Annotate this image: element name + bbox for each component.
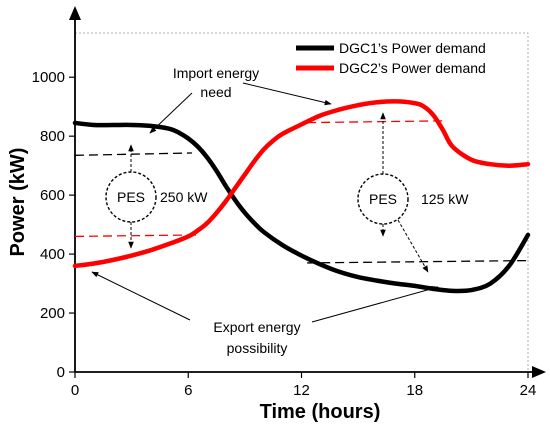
export-arrow-to-dgc1 [311, 285, 439, 323]
x-axis-title: Time (hours) [260, 401, 381, 423]
reference-line-3 [307, 120, 444, 124]
legend: DGC1’s Power demand DGC2’s Power demand [296, 40, 486, 76]
y-tick-label: 200 [40, 305, 65, 322]
reference-line-0 [74, 152, 193, 156]
import-arrow-to-dgc2 [242, 82, 332, 106]
x-tick-label: 12 [293, 382, 310, 399]
series-line-dgc2 [72, 99, 531, 269]
pes-right-value: 125 kW [421, 191, 469, 207]
x-tick-label: 24 [520, 382, 537, 399]
pes-left-label: PES [117, 189, 145, 205]
y-axis-arrowhead [69, 6, 81, 20]
legend-label-dgc1: DGC1’s Power demand [339, 40, 486, 56]
reference-lines [74, 120, 529, 264]
import-annotation-line2: need [200, 84, 231, 100]
export-arrow-to-dgc2 [91, 271, 191, 321]
x-tick-label: 0 [71, 382, 79, 399]
x-axis-arrowhead [532, 366, 546, 378]
y-tick-label: 600 [40, 187, 65, 204]
x-tick-label: 6 [184, 382, 192, 399]
x-tick-label: 18 [406, 382, 423, 399]
pes-right-label: PES [369, 191, 397, 207]
reference-line-1 [307, 259, 529, 264]
export-annotation-line1: Export energy [213, 319, 300, 335]
pes-left-value: 250 kW [160, 189, 208, 205]
y-tick-label: 1000 [32, 69, 65, 86]
y-tick-label: 400 [40, 246, 65, 263]
legend-label-dgc2: DGC2’s Power demand [339, 60, 486, 76]
tick-group: 0 6 12 18 24 0 200 400 600 800 1000 [32, 69, 537, 399]
export-annotation-line2: possibility [227, 340, 288, 356]
y-axis-title: Power (kW) [7, 148, 29, 257]
import-annotation-line1: Import energy [173, 65, 259, 81]
reference-line-2 [74, 234, 198, 238]
pes-right-arrow-down-right [397, 219, 429, 273]
import-arrow-to-dgc1 [149, 92, 193, 134]
y-tick-label: 800 [40, 128, 65, 145]
y-tick-label: 0 [57, 364, 65, 381]
